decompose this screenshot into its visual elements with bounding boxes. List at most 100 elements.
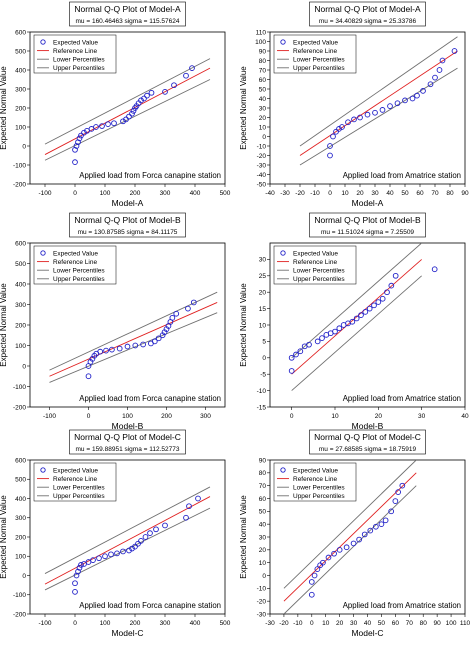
data-point [183,514,189,521]
title-box [69,1,186,27]
data-point [320,559,326,566]
data-point [162,522,168,529]
data-point [373,523,379,530]
y-tick-label: 300 [15,515,26,522]
legend-upper: Upper Percentiles [293,276,345,283]
data-point [297,348,304,355]
data-point [357,114,363,121]
y-tick-label: 60 [259,77,267,84]
legend-box [273,34,357,74]
data-point [343,544,350,551]
y-tick-label: 80 [259,470,267,477]
legend-lower: Lower Percentiles [293,485,345,492]
y-tick-label: 400 [15,496,26,503]
y-tick-label: 0 [262,134,266,141]
data-point [147,530,153,537]
data-point [103,347,109,354]
lower-percentile-line [299,67,458,166]
y-tick-label: 500 [15,477,26,484]
data-point [116,345,123,352]
y-tick-label: 60 [259,496,267,503]
data-point [336,546,343,553]
plot-area [44,58,211,166]
legend-upper: Upper Percentiles [53,276,105,283]
data-point [392,272,399,279]
y-tick-label: 70 [259,483,267,490]
y-tick-label: 20 [259,115,267,122]
x-tick-label: 0 [87,413,91,420]
data-point [72,146,78,153]
y-tick-label: 10 [259,124,267,131]
y-tick-label: -10 [257,143,267,150]
data-point [378,521,385,528]
x-tick-label: -10 [293,620,303,627]
data-point [327,152,333,159]
x-tick-label: -100 [43,413,56,420]
data-point [142,534,149,540]
reference-line [44,67,211,155]
data-point [399,482,406,489]
y-tick-label: 40 [259,521,267,528]
data-point [126,113,132,120]
x-tick-label: 10 [341,190,349,197]
x-tick-label: 100 [100,190,111,197]
legend-box [33,462,117,502]
legend: Expected Value Reference Line Lower Percen… [33,34,117,74]
data-point [108,551,114,558]
y-tick-label: 600 [15,240,26,247]
x-tick-label: 20 [336,620,344,627]
y-tick-label: -100 [13,162,26,169]
legend: Expected Value Reference Line Lower Percen… [273,462,357,502]
reference-line [299,50,458,156]
legend-upper: Upper Percentiles [53,65,105,72]
data-point [96,555,102,562]
x-tick-label: 0 [73,620,77,627]
x-tick-label: 0 [73,190,77,197]
plot-area [49,291,218,383]
data-point [333,128,339,135]
x-tick-label: 100 [122,413,133,420]
qq-panel-1: Normal Q-Q Plot of Model-A mu = 160.46463… [0,1,231,208]
plot-area [44,486,211,595]
lower-percentile-line [291,275,422,391]
data-point [123,116,129,123]
data-point [427,81,434,88]
y-tick-label: 10 [259,322,267,329]
y-axis-label: Expected Normal Value [0,283,8,367]
data-point [190,299,197,306]
x-tick-label: -30 [280,190,290,197]
upper-percentile-line [49,291,218,371]
y-tick-label: 5 [262,339,266,346]
y-axis-label: Expected Normal Value [239,495,248,579]
y-tick-label: 0 [262,355,266,362]
legend-reference: Reference Line [293,48,337,55]
data-point [402,97,408,104]
data-point [72,580,78,587]
y-tick-label: -20 [257,153,267,160]
x-tick-label: 400 [190,190,201,197]
data-point [351,116,357,123]
lower-percentile-line [44,79,211,161]
chart-title: Normal Q-Q Plot of Model-A [74,4,181,14]
y-tick-label: 100 [15,124,26,131]
data-point [371,302,377,309]
data-point [75,139,81,146]
data-point [345,119,351,126]
legend-marker-points [280,39,286,45]
y-axis-label: Expected Normal Value [239,66,248,150]
data-point [97,348,104,355]
x-tick-label: -100 [38,620,51,627]
data-point [395,489,401,495]
x-tick-label: 80 [446,190,454,197]
annotation-text: Applied load from Forca canapine station [79,601,221,610]
y-tick-label: 70 [259,67,267,74]
x-tick-label: 0 [310,620,314,627]
reference-line [44,496,211,585]
data-point [173,310,180,317]
data-point [105,121,111,128]
data-point [76,564,83,571]
data-point [361,531,368,538]
data-point [336,325,343,332]
data-point [451,48,458,54]
